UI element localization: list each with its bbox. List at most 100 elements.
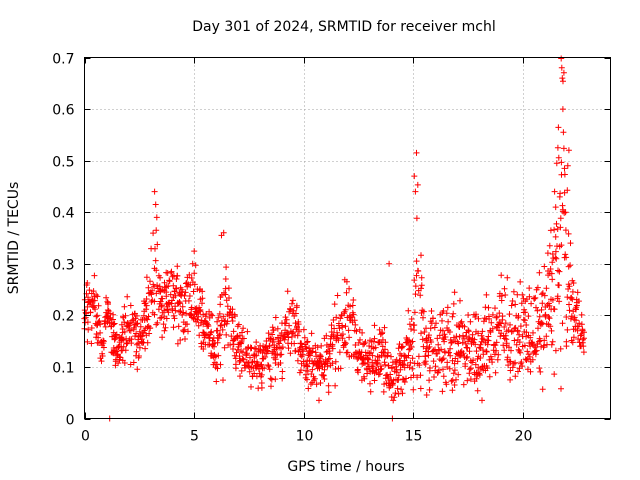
data-point xyxy=(211,343,217,350)
data-point xyxy=(362,339,369,346)
data-point xyxy=(354,366,361,373)
data-point xyxy=(351,317,358,324)
data-point xyxy=(94,312,101,319)
data-point xyxy=(547,323,554,330)
data-point xyxy=(332,382,339,389)
data-point xyxy=(185,297,192,304)
data-point xyxy=(447,352,454,359)
data-point xyxy=(268,383,274,390)
data-point xyxy=(152,257,159,264)
data-point xyxy=(477,355,484,361)
data-point xyxy=(342,306,349,313)
data-point xyxy=(102,323,109,330)
data-point xyxy=(251,358,258,365)
data-point xyxy=(346,285,353,292)
data-point xyxy=(169,273,176,280)
data-point xyxy=(375,371,382,378)
data-point xyxy=(489,311,496,318)
data-point xyxy=(251,370,258,377)
data-point xyxy=(176,299,183,305)
data-point xyxy=(494,313,500,320)
data-point xyxy=(161,307,168,314)
data-point xyxy=(460,350,467,357)
data-point xyxy=(413,258,420,265)
data-point xyxy=(298,340,305,347)
data-point xyxy=(547,227,554,234)
data-point xyxy=(411,173,418,180)
data-point xyxy=(144,316,151,323)
data-point xyxy=(402,353,409,360)
data-point xyxy=(554,144,561,151)
data-point xyxy=(495,351,502,358)
data-point xyxy=(442,334,449,340)
data-point xyxy=(238,340,245,347)
data-point xyxy=(521,342,528,349)
data-point xyxy=(220,377,226,384)
data-point xyxy=(419,336,426,343)
data-point xyxy=(320,372,327,379)
y-tick-label: 0.4 xyxy=(52,206,74,222)
data-point xyxy=(413,272,420,279)
data-point xyxy=(286,322,293,329)
data-point xyxy=(411,309,418,316)
data-point xyxy=(162,324,169,331)
data-point xyxy=(251,345,258,352)
data-point xyxy=(420,343,427,350)
data-point xyxy=(526,285,533,292)
data-point xyxy=(308,330,315,337)
data-point xyxy=(562,251,569,258)
data-point xyxy=(475,330,482,337)
data-point xyxy=(170,282,177,289)
data-point xyxy=(261,365,268,372)
data-point xyxy=(342,323,349,330)
data-point xyxy=(287,306,294,313)
data-point xyxy=(558,159,565,166)
data-point xyxy=(467,318,474,325)
data-point xyxy=(559,75,566,82)
data-point xyxy=(560,78,566,85)
data-point xyxy=(389,364,396,371)
data-point xyxy=(466,348,473,355)
data-point xyxy=(145,284,152,291)
data-point xyxy=(502,320,509,327)
data-point xyxy=(460,332,466,339)
data-point xyxy=(418,274,425,281)
data-point xyxy=(523,329,530,336)
data-point xyxy=(284,331,291,338)
data-point xyxy=(453,333,460,340)
data-point xyxy=(290,329,297,335)
data-point xyxy=(382,361,389,368)
data-point xyxy=(409,338,416,345)
data-point xyxy=(105,299,111,306)
data-point xyxy=(262,354,269,360)
data-point xyxy=(549,276,556,283)
data-point xyxy=(198,317,205,324)
data-point xyxy=(580,343,587,350)
data-point xyxy=(240,335,247,342)
data-point xyxy=(498,272,505,279)
data-point xyxy=(486,373,493,380)
data-point xyxy=(475,315,482,322)
data-point xyxy=(565,263,572,270)
data-point xyxy=(235,321,242,328)
data-point xyxy=(173,276,180,282)
data-point xyxy=(527,368,534,375)
data-point xyxy=(162,284,169,291)
data-point xyxy=(153,214,160,221)
data-point xyxy=(300,326,307,333)
data-point xyxy=(455,371,462,378)
data-point xyxy=(227,341,234,348)
data-point xyxy=(154,241,161,248)
data-point xyxy=(133,341,140,348)
data-point xyxy=(121,319,128,326)
data-point xyxy=(501,285,508,292)
data-point xyxy=(553,220,560,227)
data-point xyxy=(450,300,457,307)
data-point xyxy=(172,307,179,314)
data-point xyxy=(95,334,102,341)
data-point xyxy=(552,254,559,261)
data-point xyxy=(143,274,150,281)
data-point xyxy=(487,353,494,360)
data-point xyxy=(317,354,324,360)
data-point xyxy=(229,306,236,313)
